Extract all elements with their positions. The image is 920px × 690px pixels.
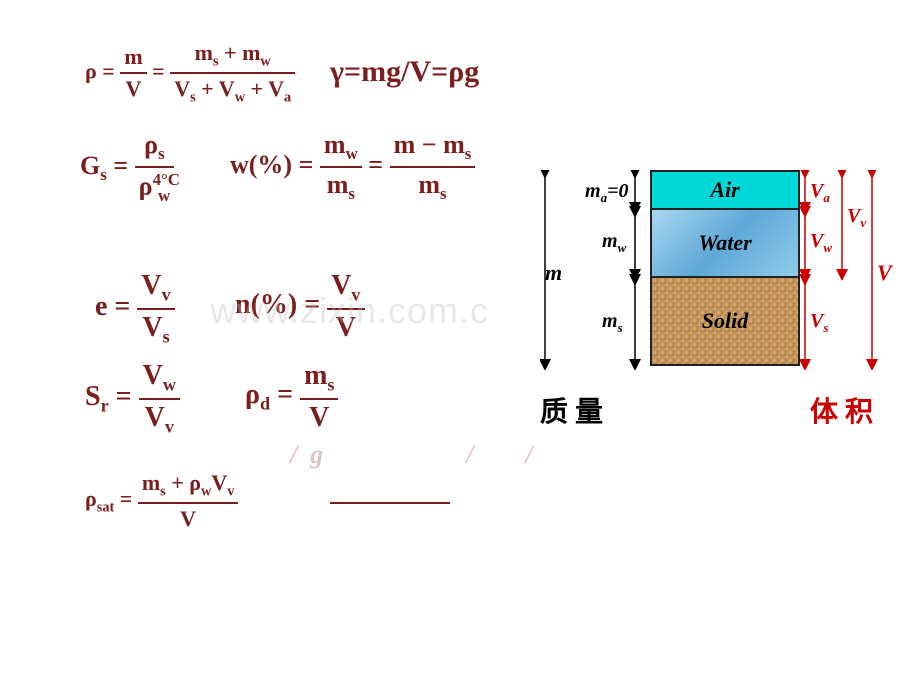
formula-Sr: Sr = Vw Vv bbox=[85, 360, 180, 437]
num-rhosat: ms + ρwVv bbox=[138, 470, 239, 504]
formula-rho: ρ = m V = ms + mw Vs + Vw + Va bbox=[85, 40, 295, 107]
num-mw: mw bbox=[320, 130, 362, 168]
mass-arrows bbox=[540, 170, 650, 370]
num-rhos: ρs bbox=[135, 130, 175, 168]
den-ms2: ms bbox=[390, 168, 476, 204]
Sr-lhs: Sr = bbox=[85, 381, 139, 412]
num-ms3: ms bbox=[300, 360, 338, 400]
formula-rhod: ρd = ms V bbox=[245, 360, 338, 434]
air-label: Air bbox=[710, 177, 739, 203]
fragment-row: / g / / bbox=[290, 440, 533, 470]
formula-rhosat: ρsat = ms + ρwVv V bbox=[85, 470, 238, 532]
frac-Sr: Vw Vv bbox=[139, 360, 180, 437]
frac-Gs: ρs ρ4°Cw bbox=[135, 130, 175, 206]
den-V3: V bbox=[300, 400, 338, 434]
den-Vv2: Vv bbox=[139, 400, 180, 438]
frac-w2: m − ms ms bbox=[390, 130, 476, 204]
w-lhs: w(%) = bbox=[230, 150, 320, 179]
rhod-lhs: ρd = bbox=[245, 379, 300, 410]
frac-w1: mw ms bbox=[320, 130, 362, 204]
label-volume: 体 积 bbox=[810, 390, 873, 430]
formula-w: w(%) = mw ms = m − ms ms bbox=[230, 130, 475, 204]
air-box: Air bbox=[650, 170, 800, 210]
num-m: m bbox=[120, 44, 146, 74]
den-rhow4c: ρ4°Cw bbox=[135, 168, 175, 206]
den-Vs: Vs bbox=[137, 310, 174, 348]
num-Vv: Vv bbox=[137, 270, 174, 310]
volume-arrows bbox=[800, 170, 900, 370]
water-label: Water bbox=[698, 230, 751, 256]
num-msmw: ms + mw bbox=[170, 40, 295, 74]
rhosat-lhs: ρsat = bbox=[85, 486, 138, 511]
num-mms: m − ms bbox=[390, 130, 476, 168]
stray-underline bbox=[330, 502, 450, 504]
watermark: www.zixin.com.c bbox=[210, 290, 489, 332]
eq1: = bbox=[152, 58, 170, 83]
solid-box: Solid bbox=[650, 276, 800, 366]
rho-lhs: ρ = bbox=[85, 58, 115, 83]
den-V: V bbox=[120, 74, 146, 102]
frac-e: Vv Vs bbox=[137, 270, 174, 347]
solid-label: Solid bbox=[702, 308, 748, 334]
gamma-text: γ=mg/V=ρg bbox=[330, 55, 479, 88]
num-Vw: Vw bbox=[139, 360, 180, 400]
formula-e: e = Vv Vs bbox=[95, 270, 175, 347]
water-box: Water bbox=[650, 208, 800, 278]
formula-gamma: γ=mg/V=ρg bbox=[330, 55, 479, 89]
frac-msmw: ms + mw Vs + Vw + Va bbox=[170, 40, 295, 107]
e-lhs: e = bbox=[95, 291, 137, 322]
phase-diagram: Air Water Solid ma=0 mw m ms Va Vw Vv Vs… bbox=[560, 170, 890, 430]
eq2: = bbox=[368, 150, 389, 179]
frac-rhosat: ms + ρwVv V bbox=[138, 470, 239, 532]
Gs-lhs: Gs = bbox=[80, 151, 135, 180]
frac-rhod: ms V bbox=[300, 360, 338, 434]
frac-m-V: m V bbox=[120, 44, 146, 102]
formula-Gs: Gs = ρs ρ4°Cw bbox=[80, 130, 174, 206]
den-VsVwVa: Vs + Vw + Va bbox=[170, 74, 295, 106]
label-mass: 质 量 bbox=[540, 390, 603, 430]
den-ms: ms bbox=[320, 168, 362, 204]
den-V4: V bbox=[138, 504, 239, 532]
